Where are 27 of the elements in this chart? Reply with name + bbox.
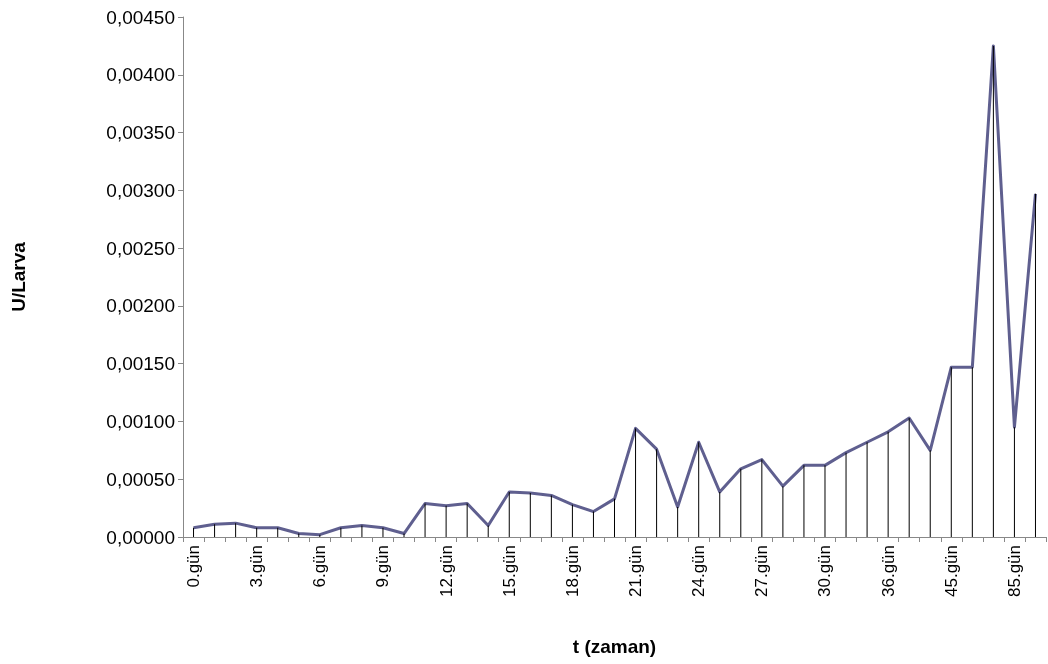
y-tick-label: 0,00300: [106, 179, 175, 201]
line-series: [192, 44, 1037, 537]
y-tick-label: 0,00400: [106, 64, 175, 86]
y-tick-label: 0,00000: [106, 526, 175, 548]
x-tick-label: 15.gün: [499, 545, 519, 597]
y-tick-label: 0,00150: [106, 353, 175, 375]
x-tick-label: 36.gün: [878, 545, 898, 597]
x-axis-title: t (zaman): [572, 636, 657, 657]
x-tick-label: 24.gün: [689, 545, 709, 597]
y-tick-label: 0,00250: [106, 237, 175, 259]
y-tick-label: 0,00350: [106, 122, 175, 144]
y-tick-label: 0,00050: [106, 468, 175, 490]
y-tick-label: 0,00200: [106, 295, 175, 317]
x-tick-label: 45.gün: [941, 545, 961, 597]
x-tick-label: 18.gün: [562, 545, 582, 597]
x-tick-label: 3.gün: [247, 545, 267, 588]
x-tick-label: 27.gün: [752, 545, 772, 597]
x-tick-label: 21.gün: [626, 545, 646, 597]
x-tick-label: 6.gün: [310, 545, 330, 588]
y-axis-title: U/Larva: [8, 241, 29, 312]
y-tick-label: 0,00100: [106, 410, 175, 432]
x-tick-label: 0.gün: [184, 545, 204, 588]
x-tick-label: 85.gün: [1004, 545, 1024, 597]
x-tick-label: 12.gün: [436, 545, 456, 597]
x-tick-label: 30.gün: [815, 545, 835, 597]
x-tick-label: 9.gün: [373, 545, 393, 588]
y-tick-label: 0,00450: [106, 6, 175, 28]
